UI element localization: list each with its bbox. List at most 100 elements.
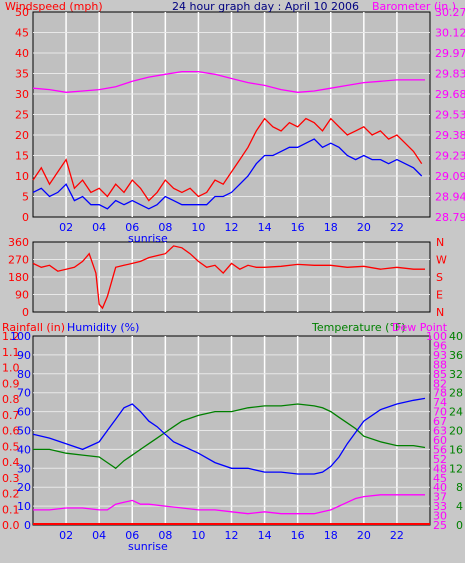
temperature-tick-label: 93	[433, 349, 447, 362]
humidity-tick-label: 0	[24, 519, 31, 532]
hour-tick-label: 22	[390, 529, 404, 542]
sunrise-label-bottom: sunrise	[128, 540, 168, 553]
dewpoint-tick-label: 24	[449, 406, 463, 419]
dewpoint-tick-label: 32	[449, 368, 463, 381]
hour-tick-label: 12	[225, 529, 239, 542]
dewpoint-tick-label: 4	[456, 500, 463, 513]
windspeed-axis-title: Windspeed (mph)	[5, 0, 103, 13]
humidity-tick-label: 90	[17, 349, 31, 362]
hour-tick-label: 08	[158, 221, 172, 234]
humidity-tick-label: 40	[17, 443, 31, 456]
rainfall-tick-label: 1.0	[2, 362, 20, 375]
dewpoint-tick-label: 8	[456, 481, 463, 494]
hour-tick-label: 10	[191, 529, 205, 542]
dewpoint-tick-label: 28	[449, 387, 463, 400]
temperature-tick-label: 45	[433, 472, 447, 485]
hour-tick-label: 02	[59, 529, 73, 542]
windspeed-tick-label: 10	[15, 170, 29, 183]
compass-tick-label: E	[436, 289, 443, 302]
rainfall-tick-label: 0.4	[2, 456, 20, 469]
hour-tick-label: 12	[225, 221, 239, 234]
temperature-tick-label: 40	[433, 481, 447, 494]
hour-tick-label: 22	[390, 221, 404, 234]
dewpoint-tick-label: 16	[449, 443, 463, 456]
temperature-axis-title: Temperature (°F)	[311, 321, 406, 334]
rainfall-tick-label: 0.7	[2, 409, 20, 422]
compass-tick-label: N	[436, 236, 444, 249]
rainfall-tick-label: 0.0	[2, 519, 20, 532]
temperature-tick-label: 67	[433, 415, 447, 428]
hour-tick-label: 18	[324, 221, 338, 234]
rainfall-tick-label: 0.2	[2, 488, 20, 501]
temperature-tick-label: 63	[433, 425, 447, 438]
windspeed-tick-label: 5	[22, 191, 29, 204]
windspeed-tick-label: 25	[15, 109, 29, 122]
hour-tick-label: 18	[324, 529, 338, 542]
windspeed-tick-label: 20	[15, 129, 29, 142]
rainfall-axis-title: Rainfall (in)	[2, 321, 65, 334]
windspeed-tick-label: 0	[22, 211, 29, 224]
windspeed-tick-label: 15	[15, 150, 29, 163]
sunrise-label-top: sunrise	[128, 232, 168, 245]
humidity-tick-label: 80	[17, 368, 31, 381]
dewpoint-line	[33, 494, 425, 515]
rainfall-tick-label: 1.1	[2, 346, 20, 359]
temperature-tick-label: 70	[433, 406, 447, 419]
hour-tick-label: 16	[291, 529, 305, 542]
temperature-tick-label: 48	[433, 462, 447, 475]
humidity-tick-label: 10	[17, 500, 31, 513]
barometer-tick-label: 29.53	[435, 109, 465, 122]
barometer-tick-label: 29.23	[435, 150, 465, 163]
temperature-tick-label: 52	[433, 453, 447, 466]
hour-tick-label: 14	[258, 221, 272, 234]
temperature-tick-label: 56	[433, 443, 447, 456]
rainfall-tick-label: 0.8	[2, 393, 20, 406]
temperature-tick-label: 100	[426, 330, 447, 343]
wind-direction-line	[32, 245, 425, 310]
barometer-tick-label: 29.83	[435, 68, 465, 81]
direction-tick-label: 90	[15, 289, 29, 302]
temperature-tick-label: 85	[433, 368, 447, 381]
rainfall-tick-label: 0.9	[2, 377, 20, 390]
hour-tick-label: 10	[191, 221, 205, 234]
barometer-tick-label: 29.09	[435, 170, 465, 183]
windspeed-tick-label: 35	[15, 68, 29, 81]
compass-tick-label: W	[436, 254, 447, 267]
rainfall-tick-label: 0.5	[2, 440, 20, 453]
windspeed-tick-label: 50	[15, 6, 29, 19]
dewpoint-tick-label: 20	[449, 425, 463, 438]
humidity-line	[32, 397, 426, 475]
temperature-tick-label: 96	[433, 339, 447, 352]
hour-tick-label: 06	[125, 221, 139, 234]
hour-tick-label: 04	[92, 529, 106, 542]
rainfall-tick-label: 1.2	[2, 330, 20, 343]
rainfall-tick-label: 0.1	[2, 503, 20, 516]
barometer-tick-label: 29.97	[435, 47, 465, 60]
dewpoint-tick-label: 0	[456, 519, 463, 532]
hour-tick-label: 20	[357, 529, 371, 542]
humidity-tick-label: 50	[17, 425, 31, 438]
windspeed-line	[32, 117, 423, 202]
dewpoint-tick-label: 36	[449, 349, 463, 362]
temperature-tick-label: 60	[433, 434, 447, 447]
windspeed-tick-label: 45	[15, 27, 29, 40]
temperature-tick-label: 30	[433, 510, 447, 523]
hour-tick-label: 20	[357, 221, 371, 234]
windspeed-tick-label: 40	[15, 47, 29, 60]
rainfall-tick-label: 0.6	[2, 425, 20, 438]
windspeed-average-line	[32, 138, 423, 210]
hour-tick-label: 06	[125, 529, 139, 542]
dewpoint-tick-label: 40	[449, 330, 463, 343]
temperature-tick-label: 74	[433, 396, 447, 409]
direction-tick-label: 270	[8, 254, 29, 267]
direction-tick-label: 360	[8, 236, 29, 249]
humidity-tick-label: 30	[17, 462, 31, 475]
temperature-line	[33, 403, 426, 470]
barometer-tick-label: 29.38	[435, 129, 465, 142]
humidity-tick-label: 20	[17, 481, 31, 494]
humidity-tick-label: 60	[17, 406, 31, 419]
compass-tick-label: S	[436, 271, 443, 284]
barometer-tick-label: 28.79	[435, 211, 465, 224]
humidity-tick-label: 70	[17, 387, 31, 400]
